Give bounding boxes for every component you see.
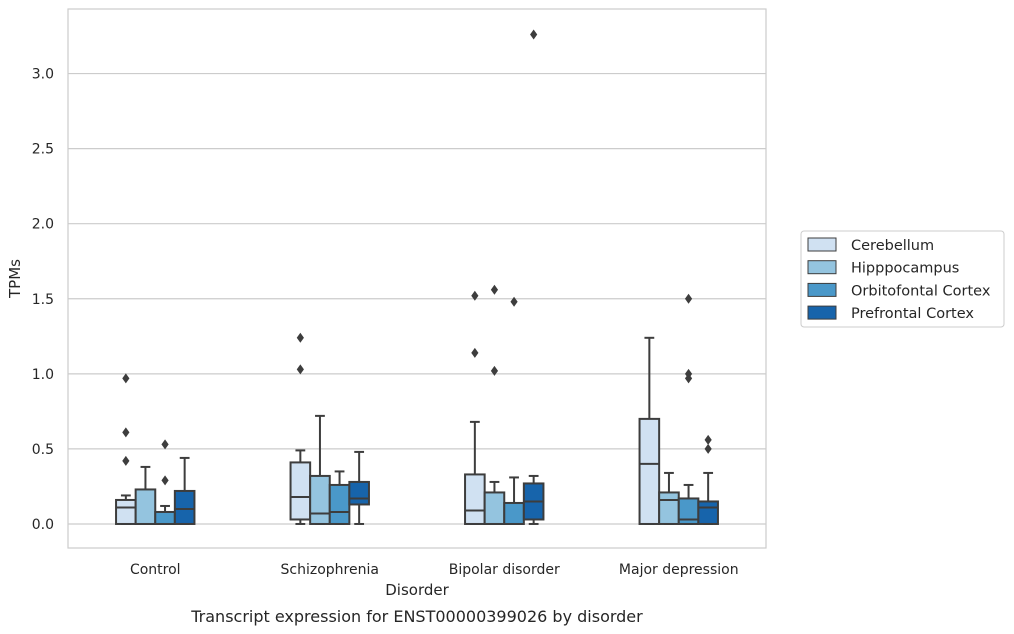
x-tick-label: Schizophrenia [281, 562, 379, 578]
iqr-box [464, 473, 486, 525]
box-cerebellum [464, 290, 486, 525]
outlier-point [704, 443, 712, 454]
iqr-box [173, 489, 196, 525]
iqr-box [697, 500, 719, 525]
iqr-box [309, 474, 331, 525]
outlier-point [684, 293, 693, 304]
x-tick-label: Major depression [619, 562, 739, 578]
box-orbitofontal-cortex [328, 470, 351, 525]
x-tick-labels: Control Schizophrenia Bipolar disorder Majo… [130, 562, 739, 578]
y-tick-label: 0.0 [32, 517, 54, 533]
y-tick-label: 1.5 [32, 292, 54, 308]
plot-frame [67, 8, 767, 549]
box-orbitofontal-cortex [154, 439, 176, 525]
box-prefrontal-cortex [173, 456, 196, 525]
legend: Cerebellum Hipppocampus Orbitofontal Corte… [800, 230, 1005, 328]
x-axis-label: Disorder [385, 581, 449, 599]
iqr-box [115, 498, 137, 525]
iqr-box [658, 491, 680, 525]
box-hipppocampus [658, 471, 680, 525]
iqr-box [154, 510, 176, 525]
legend-swatch [807, 260, 837, 275]
legend-swatch [807, 282, 837, 297]
box-cerebellum [289, 332, 312, 525]
legend-items: Cerebellum Hipppocampus Orbitofontal Corte… [807, 237, 991, 322]
box-hipppocampus [134, 465, 157, 525]
iqr-box [134, 488, 157, 525]
gridlines [68, 72, 766, 525]
y-tick-label: 0.5 [32, 442, 54, 458]
y-tick-label: 1.0 [32, 367, 54, 383]
iqr-box [638, 417, 661, 525]
y-tick-label: 2.5 [32, 142, 54, 158]
x-tick-label: Control [130, 562, 181, 578]
legend-swatch [807, 305, 837, 320]
iqr-box [289, 461, 312, 521]
iqr-box [328, 483, 351, 525]
y-tick-label: 2.0 [32, 217, 54, 233]
outlier-point [471, 290, 479, 301]
box-prefrontal-cortex [348, 450, 370, 525]
iqr-box [503, 501, 525, 525]
outlier-point [490, 284, 499, 295]
legend-label: Hipppocampus [851, 261, 959, 277]
outlier-point [296, 332, 304, 343]
y-axis-label: TPMs [6, 259, 24, 299]
box-hipppocampus [483, 284, 506, 525]
outlier-point [296, 364, 304, 375]
iqr-box [483, 491, 506, 525]
outlier-point [684, 368, 693, 379]
outlier-point [122, 427, 130, 438]
x-tick-label: Bipolar disorder [449, 562, 560, 578]
box-orbitofontal-cortex [503, 296, 525, 525]
chart-caption: Transcript expression for ENST0000039902… [190, 607, 643, 626]
legend-label: Orbitofontal Cortex [851, 283, 991, 299]
legend-frame [800, 230, 1005, 328]
box-cerebellum [638, 336, 661, 525]
box-prefrontal-cortex [522, 29, 545, 525]
y-tick-label: 3.0 [32, 67, 54, 83]
outlier-point [530, 29, 538, 40]
legend-label: Prefrontal Cortex [851, 306, 974, 322]
outlier-point [471, 347, 479, 358]
iqr-box [348, 480, 370, 506]
box-cerebellum [115, 373, 137, 525]
box-prefrontal-cortex [697, 434, 719, 525]
outlier-point [490, 365, 499, 376]
legend-label: Cerebellum [851, 238, 934, 254]
outlier-point [510, 296, 518, 307]
outlier-point [161, 475, 169, 486]
box-orbitofontal-cortex [677, 293, 700, 525]
outlier-point [161, 439, 169, 450]
plot-area [115, 29, 719, 525]
outlier-point [122, 455, 130, 466]
box-hipppocampus [309, 414, 331, 525]
outlier-point [704, 434, 712, 445]
legend-swatch [807, 237, 837, 252]
outlier-point [122, 373, 130, 384]
y-tick-labels: 0.0 0.5 1.0 1.5 2.0 2.5 3.0 [32, 67, 54, 533]
